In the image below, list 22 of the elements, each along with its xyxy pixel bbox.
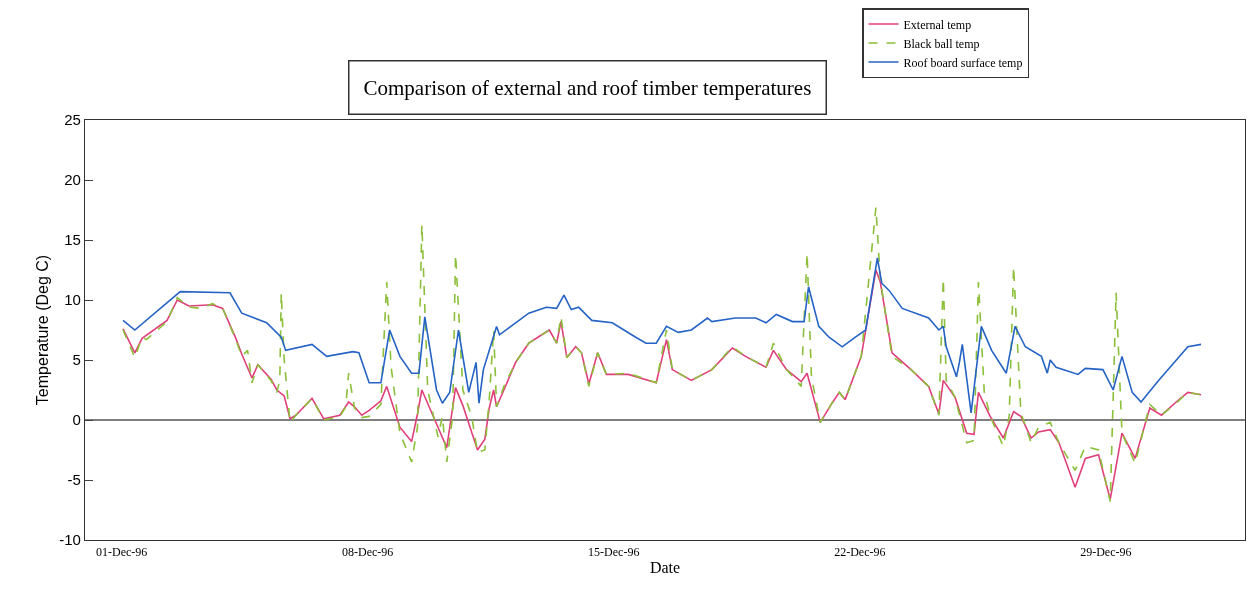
x-tick-label: 15-Dec-96 bbox=[588, 544, 640, 559]
chart-title: Comparison of external and roof timber temperatures bbox=[363, 75, 812, 100]
x-tick-label: 08-Dec-96 bbox=[342, 544, 394, 559]
y-tick-label: 25 bbox=[64, 111, 81, 129]
y-axis-title: Temperature (Deg C) bbox=[34, 254, 52, 406]
line-series bbox=[122, 269, 1202, 500]
y-tick-label: -5 bbox=[67, 471, 81, 489]
y-tick-label: 20 bbox=[64, 171, 81, 189]
line-series bbox=[122, 206, 1202, 503]
legend-label: External temp bbox=[903, 17, 972, 32]
y-tick-label: 10 bbox=[64, 291, 81, 309]
line-series bbox=[122, 257, 1202, 414]
y-tick-label: 0 bbox=[72, 411, 81, 429]
x-tick-label: 29-Dec-96 bbox=[1080, 544, 1132, 559]
y-tick-label: 5 bbox=[72, 351, 81, 369]
legend-label: Black ball temp bbox=[903, 36, 980, 51]
x-axis-title: Date bbox=[649, 559, 681, 577]
y-tick-label: -10 bbox=[59, 531, 81, 549]
x-tick-label: 22-Dec-96 bbox=[834, 544, 886, 559]
x-tick-label: 01-Dec-96 bbox=[95, 544, 148, 559]
legend-label: Roof board surface temp bbox=[903, 55, 1023, 70]
y-tick-label: 15 bbox=[64, 231, 81, 249]
